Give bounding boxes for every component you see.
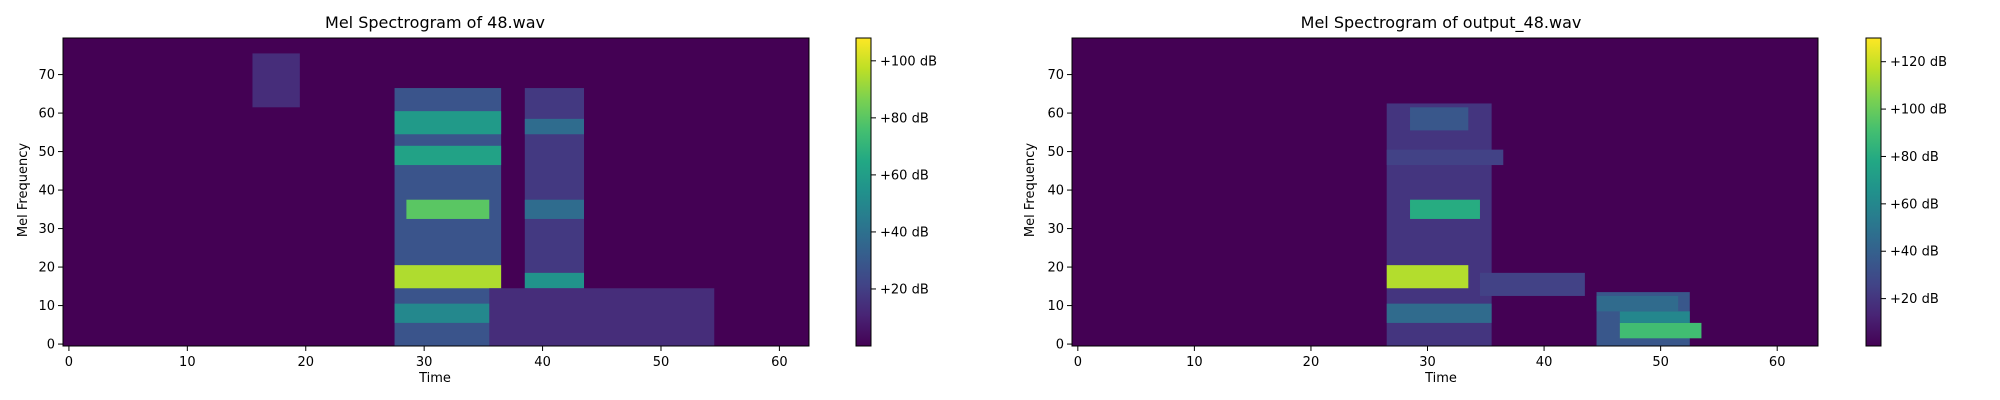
x-tick-label: 10 [179, 355, 196, 370]
y-tick-label: 60 [1047, 107, 1064, 122]
colorbar-tick-label: +100 dB [1890, 103, 1947, 118]
colorbar-gradient [1866, 38, 1881, 346]
y-tick-label: 40 [38, 184, 55, 199]
heatmap-cell [524, 199, 585, 219]
colorbar-tick-label: +20 dB [880, 282, 929, 297]
x-ticks-right: 0 10 20 30 40 50 60 [1074, 346, 1786, 370]
colorbar-tick-label: +60 dB [880, 168, 929, 183]
heatmap-cell [1619, 311, 1690, 323]
plot-frame-left [62, 37, 810, 347]
y-tick-label: 50 [38, 145, 55, 160]
x-tick-label: 30 [1419, 355, 1436, 370]
heatmap-left [63, 38, 809, 347]
y-ticks-right: 0 10 20 30 40 50 60 70 [1047, 68, 1072, 353]
x-tick-label: 20 [297, 355, 314, 370]
x-tick-label: 0 [65, 355, 73, 370]
colorbar-tick-label: +120 dB [1890, 55, 1947, 70]
plot-frame-right [1071, 37, 1819, 347]
x-axis-label-right: Time [1424, 371, 1457, 386]
y-tick-label: 30 [38, 222, 55, 237]
y-tick-label: 40 [1047, 184, 1064, 199]
heatmap-cell [394, 265, 502, 289]
heatmap-cell [406, 199, 490, 219]
heatmap-cell [1410, 107, 1469, 131]
heatmap-cell [524, 118, 585, 135]
heatmap-cell [489, 288, 715, 346]
colorbar-frame [855, 37, 872, 347]
colorbar-left: +20 dB +40 dB +60 dB +80 dB +100 dB [855, 37, 937, 347]
heatmap-cell [1410, 199, 1480, 219]
x-tick-label: 40 [1536, 355, 1553, 370]
heatmap-cell [1386, 265, 1469, 289]
y-tick-label: 50 [1047, 145, 1064, 160]
heatmap-cell [1619, 322, 1702, 339]
colorbar-tick-label: +20 dB [1890, 292, 1939, 307]
x-tick-label: 20 [1303, 355, 1320, 370]
heatmap-cell [1479, 272, 1585, 296]
heatmap-cell [394, 303, 502, 323]
colorbar-tick-label: +100 dB [880, 54, 937, 69]
x-tick-label: 10 [1186, 355, 1203, 370]
heatmap-cell [1386, 149, 1504, 166]
y-tick-label: 10 [38, 299, 55, 314]
y-tick-label: 20 [1047, 261, 1064, 276]
spectrogram-panel-right: Mel Spectrogram of output_48.wav 0 10 20 30… [1023, 13, 1947, 386]
colorbar-tick-label: +80 dB [1890, 150, 1939, 165]
colorbar-tick-label: +80 dB [880, 111, 929, 126]
y-tick-label: 20 [38, 261, 55, 276]
y-tick-label: 70 [38, 68, 55, 83]
colorbar-gradient [856, 38, 871, 346]
x-tick-label: 50 [1652, 355, 1669, 370]
spectrogram-panel-left: Mel Spectrogram of 48.wav 0 10 20 30 40 50 60 … [16, 13, 937, 386]
x-tick-label: 40 [534, 355, 551, 370]
colorbar-tick-label: +40 dB [1890, 245, 1939, 260]
heatmap-cell [524, 272, 585, 289]
y-tick-label: 0 [1056, 338, 1064, 353]
y-tick-label: 60 [38, 107, 55, 122]
x-tick-label: 60 [771, 355, 788, 370]
heatmap-cell [394, 111, 502, 135]
x-axis-label-left: Time [418, 371, 451, 386]
y-tick-label: 70 [1047, 68, 1064, 83]
y-tick-label: 10 [1047, 299, 1064, 314]
colorbar-right: +20 dB +40 dB +60 dB +80 dB +100 dB +120 dB [1865, 37, 1947, 347]
y-axis-label-right: Mel Frequency [1023, 143, 1038, 237]
x-tick-label: 30 [416, 355, 433, 370]
colorbar-tick-label: +60 dB [1890, 197, 1939, 212]
y-ticks-left: 0 10 20 30 40 50 60 70 [38, 68, 63, 353]
x-ticks-left: 0 10 20 30 40 50 60 [65, 346, 788, 370]
y-tick-label: 30 [1047, 222, 1064, 237]
heatmap-cell [1386, 303, 1492, 323]
colorbar-frame [1865, 37, 1882, 347]
x-tick-label: 0 [1074, 355, 1082, 370]
y-axis-label-left: Mel Frequency [16, 143, 31, 237]
colorbar-tick-label: +40 dB [880, 225, 929, 240]
x-tick-label: 50 [653, 355, 670, 370]
x-tick-label: 60 [1769, 355, 1786, 370]
heatmap-right [1072, 38, 1818, 346]
chart-title-left: Mel Spectrogram of 48.wav [325, 13, 545, 32]
heatmap-cell [1596, 295, 1679, 312]
heatmap-cell [252, 53, 300, 108]
heatmap-cell [394, 145, 502, 166]
y-tick-label: 0 [47, 338, 55, 353]
chart-title-right: Mel Spectrogram of output_48.wav [1301, 13, 1582, 33]
